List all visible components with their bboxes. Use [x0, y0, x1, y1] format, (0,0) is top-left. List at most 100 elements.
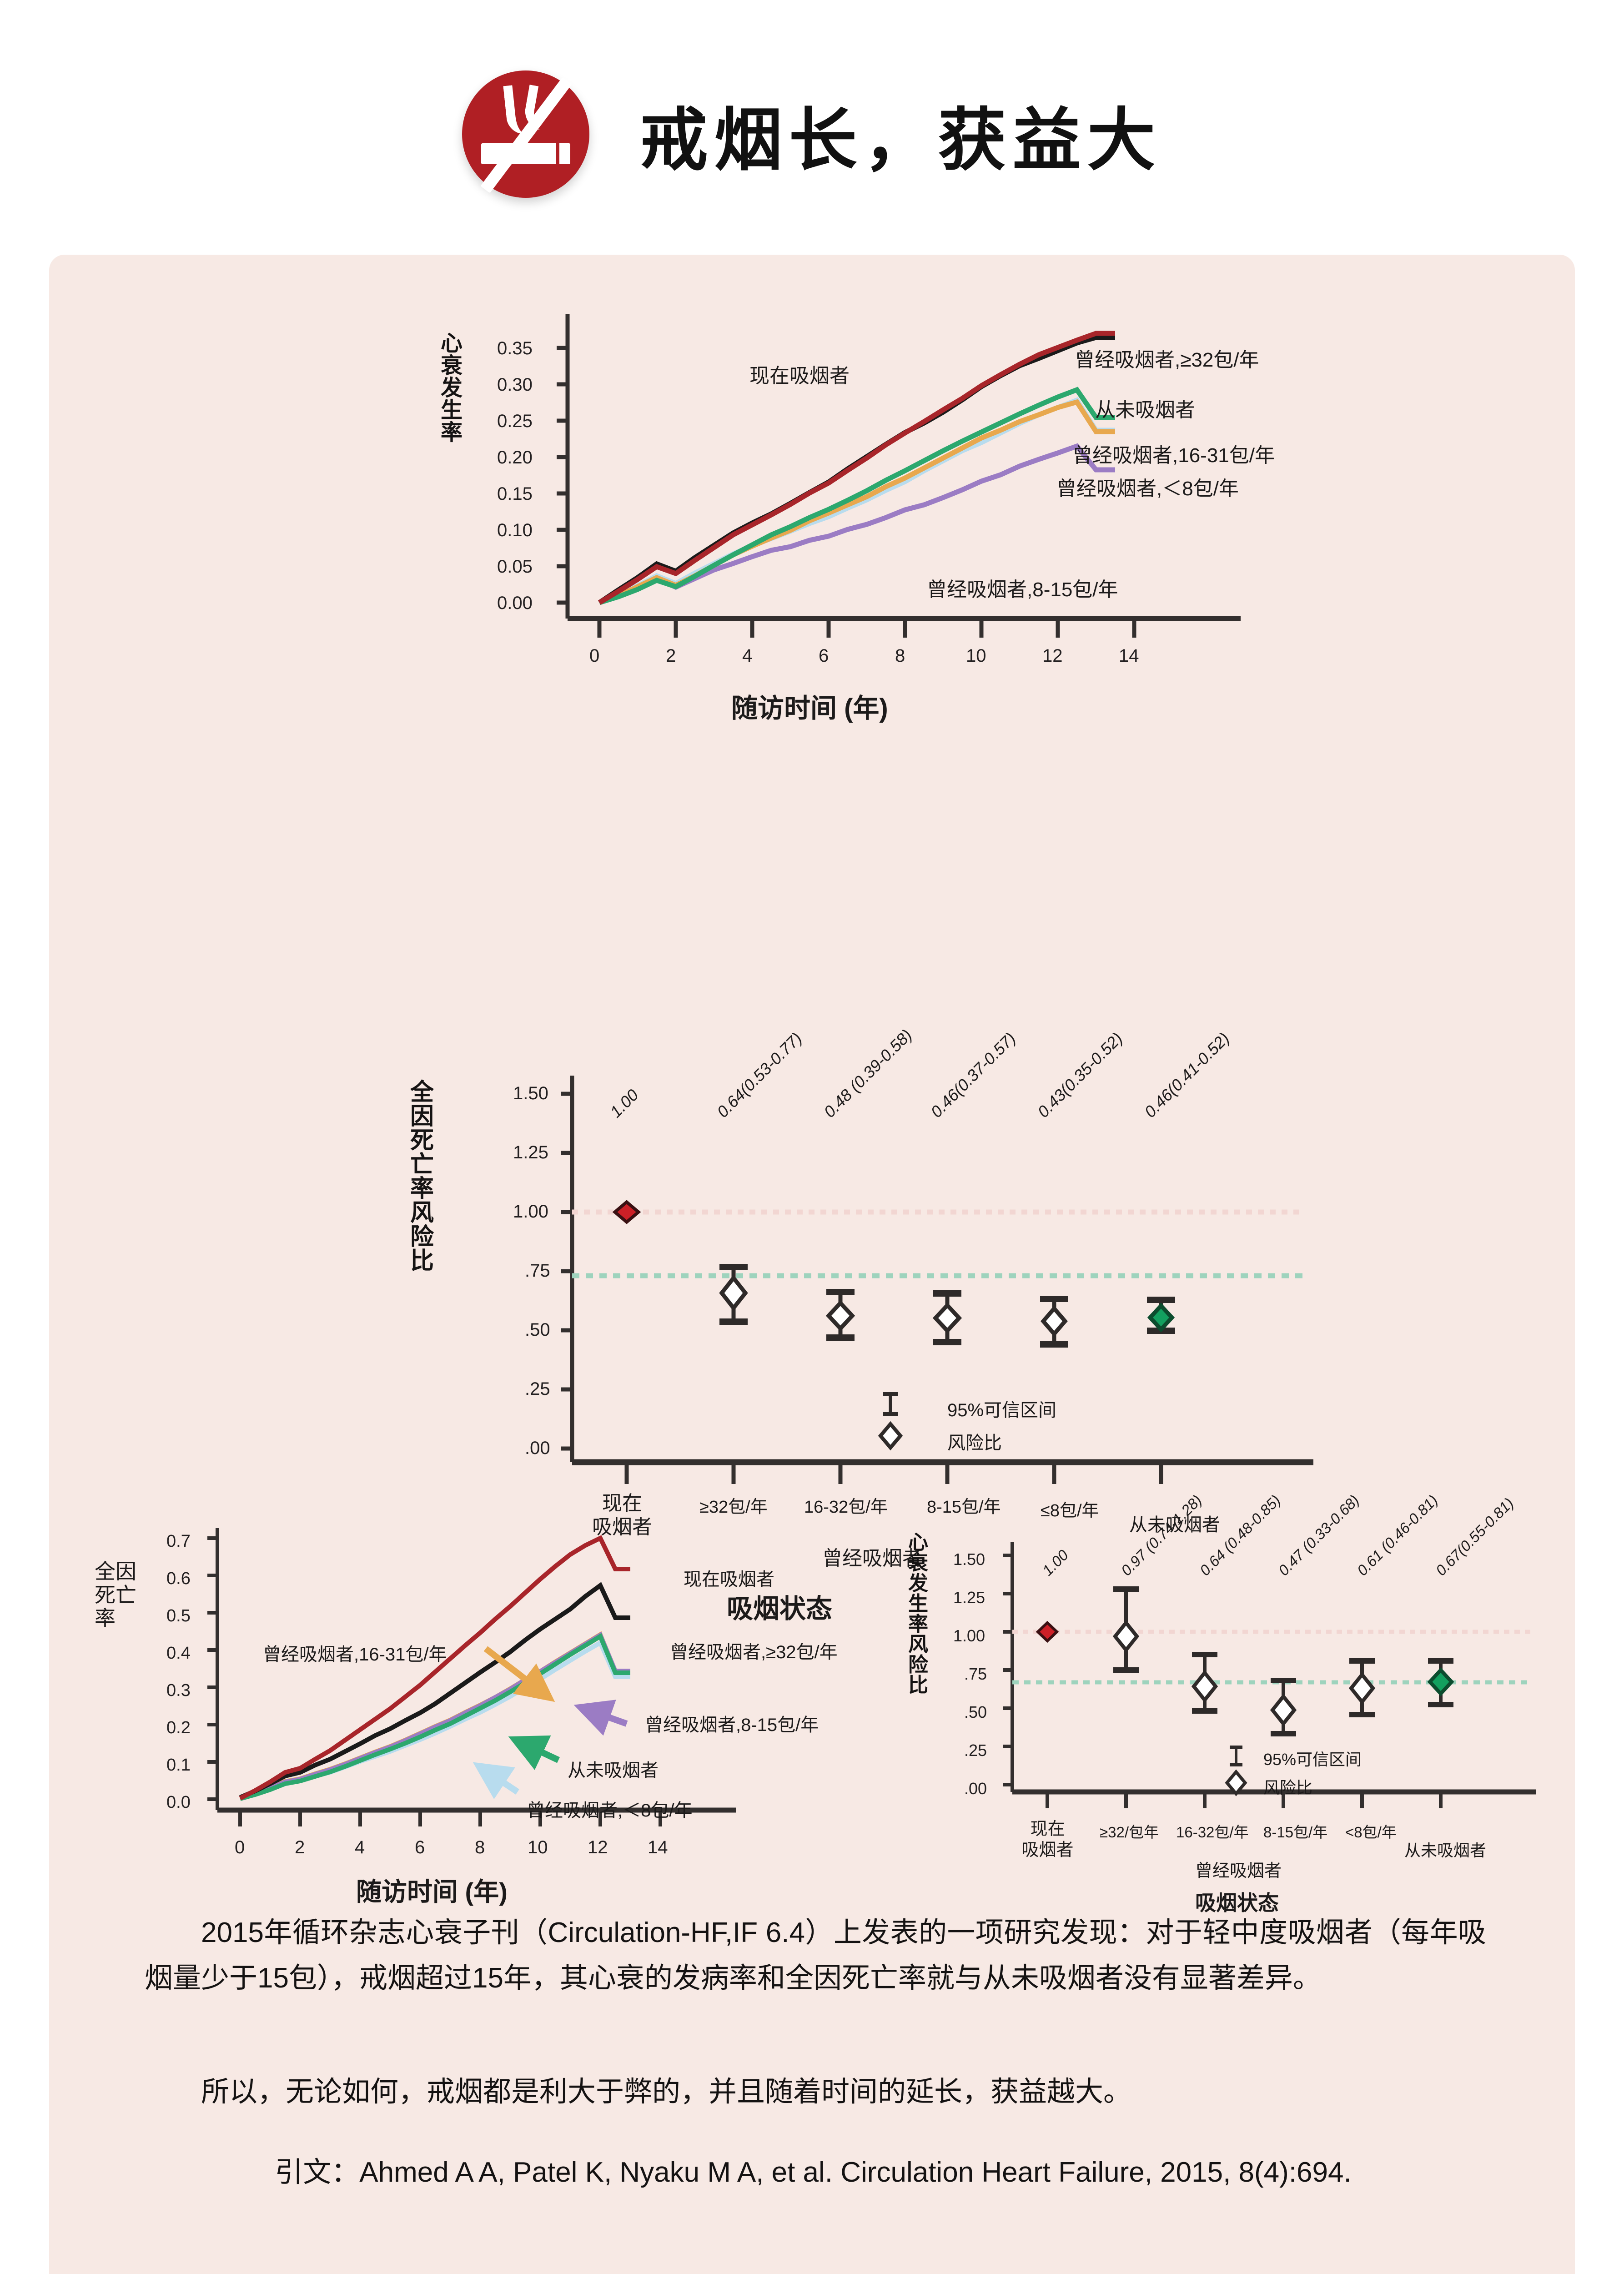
chart1-annotation-current-smoker: 现在吸烟者 [749, 365, 850, 387]
chart2-ytick: 1.00 [513, 1202, 548, 1222]
chart4-legend-hr-label: 风险比 [1263, 1778, 1313, 1797]
chart3-xtick: 2 [295, 1837, 305, 1857]
chart4-ytick: .25 [964, 1741, 987, 1760]
chart3-ytick: 0.0 [166, 1793, 191, 1812]
chart3-xtick: 10 [528, 1837, 548, 1857]
chart-hf-incidence-curves: 心衰发生率 0.35 0.30 0.25 0.20 0.15 0.10 0.05… [49, 255, 1575, 864]
no-smoking-icon [462, 70, 590, 198]
chart3-annotation-former-32plus: 曾经吸烟者,≥32包/年 [670, 1642, 838, 1662]
chart3-xtick: 12 [588, 1837, 608, 1857]
chart1-xtick: 14 [1119, 646, 1139, 666]
chart1-plot [557, 314, 1241, 638]
chart4-legend-hr-icon [1225, 1769, 1247, 1796]
chart1-annotation-former-8-15: 曾经吸烟者,8-15包/年 [927, 579, 1118, 601]
chart1-annotation-never-smoker: 从未吸烟者 [1095, 399, 1195, 421]
chart3-annotation-former-16-31: 曾经吸烟者,16-31包/年 [263, 1645, 447, 1665]
content-panel: 心衰发生率 0.35 0.30 0.25 0.20 0.15 0.10 0.05… [49, 255, 1575, 2274]
chart3-plot [207, 1528, 736, 1826]
chart3-xtick: 6 [415, 1837, 425, 1857]
chart1-annotation-former-lt8: 曾经吸烟者,＜8包/年 [1056, 478, 1239, 500]
chart2-y-axis-label: 全因死亡率风险比 [410, 1079, 434, 1275]
chart2-ytick: .50 [525, 1320, 550, 1340]
chart4-xcat: 8-15包/年 [1263, 1824, 1328, 1841]
chart-hf-incidence-hr: 心衰发生率风险比 1.50 1.25 1.00 .75 .50 .25 .00 [863, 1383, 1575, 1915]
chart2-legend-hr-icon [878, 1421, 903, 1451]
chart1-xtick: 0 [589, 646, 600, 666]
cigarette-shape [481, 143, 571, 164]
chart2-xcat: ≥32包/年 [699, 1498, 768, 1517]
chart1-xtick: 10 [966, 646, 986, 666]
chart3-annotation-former-8-15: 曾经吸烟者,8-15包/年 [645, 1715, 819, 1735]
chart4-xcat: 16-32包/年 [1176, 1824, 1249, 1841]
chart3-annotation-current-smoker: 现在吸烟者 [684, 1570, 774, 1590]
chart2-x-axis-label: 吸烟状态 [727, 1594, 833, 1624]
prohibition-slash [480, 77, 573, 193]
chart2-xcat: 8-15包/年 [927, 1498, 1001, 1517]
footer-paragraph-1: 2015年循环杂志心衰子刊（Circulation-HF,IF 6.4）上发表的… [145, 1917, 1486, 1994]
chart2-ytick: 1.50 [513, 1083, 548, 1103]
chart3-xtick: 0 [235, 1837, 245, 1857]
chart4-xcat: ≥32/包年 [1100, 1824, 1159, 1841]
chart1-ytick: 0.30 [497, 375, 533, 395]
chart2-ytick: .00 [525, 1438, 550, 1458]
chart-allcause-mortality-hr: 全因死亡率风险比 1.50 1.25 1.00 .75 .50 .25 .00 [49, 796, 1575, 1624]
chart1-ytick: 0.05 [497, 557, 533, 577]
header: 戒烟长，获益大 [0, 59, 1624, 209]
footer-citation: 引文：Ahmed A A, Patel K, Nyaku M A, et al.… [275, 2157, 1352, 2188]
page-title: 戒烟长，获益大 [639, 101, 1162, 178]
chart1-annotation-former-16-31: 曾经吸烟者,16-31包/年 [1072, 444, 1275, 467]
chart2-ytick: .25 [525, 1379, 550, 1399]
chart2-legend-hr-label: 风险比 [947, 1433, 1002, 1453]
chart3-ytick: 0.7 [166, 1532, 191, 1551]
chart1-ytick: 0.25 [497, 411, 533, 431]
chart3-annotation-former-lt8: 曾经吸烟者,＜8包/年 [527, 1801, 693, 1821]
chart3-ytick: 0.1 [166, 1756, 191, 1775]
chart3-y-axis-label: 全因死亡率 [95, 1560, 136, 1630]
chart1-y-axis-label: 心衰发生率 [440, 332, 463, 445]
chart2-plot [561, 1076, 1313, 1484]
chart1-xtick: 12 [1042, 646, 1063, 666]
chart3-x-axis-label: 随访时间 (年) [356, 1877, 508, 1906]
chart3-xtick: 8 [475, 1837, 485, 1857]
chart2-ytick: 1.25 [513, 1142, 548, 1162]
chart4-group-former-label: 曾经吸烟者 [1195, 1861, 1282, 1881]
smoke-wisp-left [503, 84, 527, 136]
chart4-ytick: .50 [964, 1703, 987, 1721]
chart1-ytick: 0.20 [497, 448, 533, 468]
chart1-xtick: 2 [666, 646, 676, 666]
chart4-ytick: 1.00 [953, 1626, 985, 1645]
chart4-y-axis-label: 心衰发生率风险比 [908, 1531, 928, 1697]
chart3-ytick: 0.6 [166, 1569, 191, 1588]
chart4-plot [1003, 1542, 1536, 1808]
chart1-ytick: 0.15 [497, 484, 533, 504]
chart3-xtick: 4 [355, 1837, 365, 1857]
chart4-xcat-current: 现在 吸烟者 [1021, 1820, 1074, 1860]
chart2-legend-ci-icon [883, 1392, 898, 1416]
chart1-ytick: 0.10 [497, 520, 533, 540]
chart1-x-axis-label: 随访时间 (年) [731, 694, 888, 723]
chart2-xcat-current: 现在 吸烟者 [592, 1492, 652, 1538]
chart2-ytick: .75 [525, 1261, 550, 1281]
chart3-xtick: 14 [648, 1837, 668, 1857]
chart4-legend-ci-icon [1230, 1746, 1242, 1766]
chart2-legend-ci-label: 95%可信区间 [947, 1400, 1057, 1420]
chart2-xcat: 16-32包/年 [804, 1498, 888, 1517]
chart3-ytick: 0.5 [166, 1606, 191, 1625]
chart4-xcat-never: 从未吸烟者 [1404, 1841, 1487, 1860]
chart3-annotation-never-smoker: 从未吸烟者 [568, 1761, 659, 1781]
chart1-ytick: 0.35 [497, 338, 533, 358]
chart1-xtick: 8 [895, 646, 905, 666]
chart1-annotation-former-32plus: 曾经吸烟者,≥32包/年 [1075, 349, 1259, 371]
chart4-ytick: 1.50 [953, 1550, 985, 1569]
chart4-ytick: 1.25 [953, 1588, 985, 1607]
chart3-ytick: 0.4 [166, 1644, 191, 1663]
chart1-ytick: 0.00 [497, 593, 533, 613]
chart4-ytick: .00 [964, 1779, 987, 1798]
chart3-ytick: 0.3 [166, 1681, 191, 1700]
chart2-xcat-never: 从未吸烟者 [1129, 1515, 1220, 1535]
chart4-xcat: <8包/年 [1345, 1824, 1397, 1841]
chart1-xtick: 6 [819, 646, 829, 666]
chart4-x-axis-label: 吸烟状态 [1195, 1891, 1279, 1915]
chart2-xcat: ≤8包/年 [1041, 1501, 1099, 1520]
